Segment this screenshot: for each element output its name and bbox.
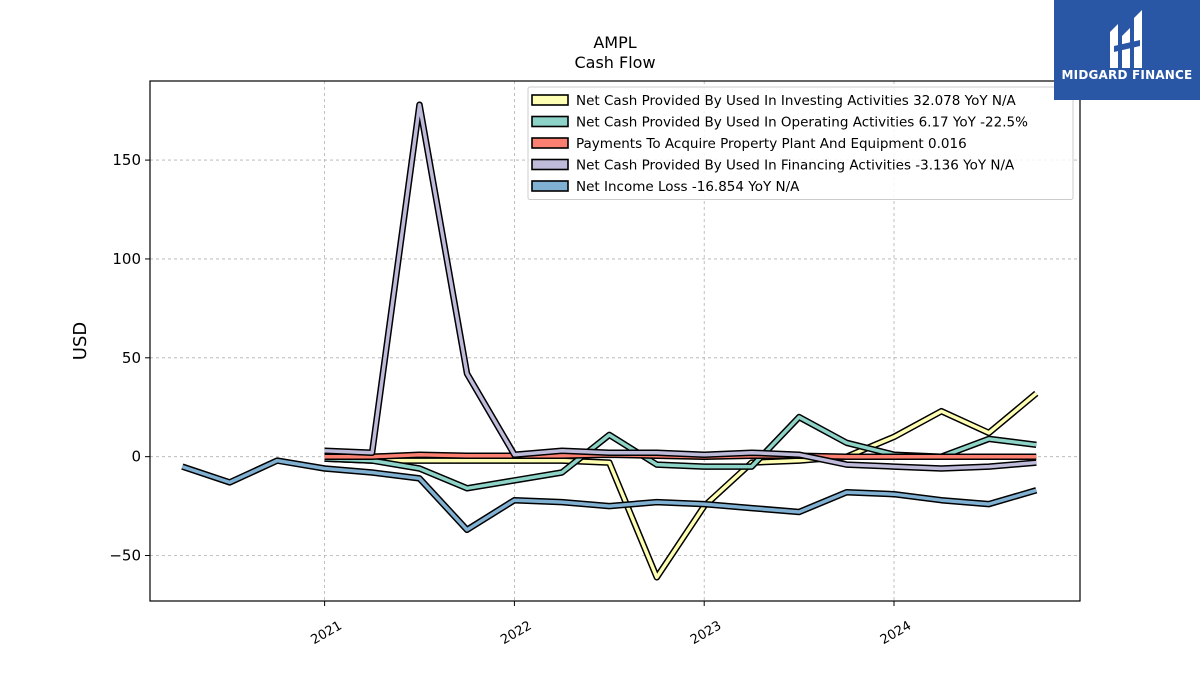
legend-box (527, 86, 1074, 200)
legend-label: Net Cash Provided By Used In Financing A… (576, 158, 1015, 174)
y-tick-label: −50 (109, 547, 141, 565)
series-line (324, 102, 1037, 471)
x-tick-label: 2024 (878, 618, 914, 648)
legend-label: Payments To Acquire Property Plant And E… (576, 136, 967, 152)
logo-mark-icon (1110, 10, 1142, 68)
legend-label: Net Cash Provided By Used In Investing A… (576, 93, 1017, 109)
x-axis-ticks: 2021 2022 2023 2024 (308, 601, 914, 648)
legend-label: Net Income Loss -16.854 YoY N/A (576, 179, 800, 195)
legend-item: Net Income Loss -16.854 YoY N/A (531, 179, 800, 195)
legend-label: Net Cash Provided By Used In Operating A… (576, 115, 1028, 131)
y-axis-ticks: −50 0 50 100 150 (109, 151, 150, 565)
y-tick-label: 0 (131, 448, 141, 466)
x-tick-label: 2022 (498, 618, 534, 648)
y-tick-label: 100 (112, 250, 141, 268)
series-line (181, 458, 1037, 532)
y-tick-label: 50 (122, 349, 141, 367)
legend-item: Net Cash Provided By Used In Financing A… (531, 158, 1015, 174)
series-line (324, 392, 1038, 580)
x-tick-label: 2023 (688, 618, 724, 648)
legend-swatch (531, 115, 569, 128)
chart-title: AMPL (593, 33, 636, 52)
chart-subtitle: Cash Flow (574, 53, 655, 72)
plot-frame (149, 80, 1081, 602)
series-0 (324, 390, 1039, 581)
legend-swatch (531, 158, 569, 171)
series-line-outline (324, 390, 1039, 581)
series-4 (181, 457, 1038, 534)
y-axis-label: USD (70, 322, 91, 360)
legend-item: Net Cash Provided By Used In Operating A… (531, 115, 1028, 131)
legend: Net Cash Provided By Used In Investing A… (527, 86, 1074, 200)
midgard-finance-logo: MIDGARD FINANCE (1054, 0, 1200, 100)
series-lines (181, 101, 1039, 581)
x-tick-label: 2021 (308, 618, 344, 648)
series-3 (324, 101, 1037, 472)
legend-swatch (531, 180, 569, 192)
legend-item: Net Cash Provided By Used In Investing A… (531, 93, 1017, 109)
logo-text: MIDGARD FINANCE (1061, 68, 1193, 82)
legend-item: Payments To Acquire Property Plant And E… (531, 136, 967, 152)
legend-swatch (531, 137, 569, 149)
legend-swatch (531, 94, 569, 106)
y-tick-label: 150 (112, 151, 141, 169)
